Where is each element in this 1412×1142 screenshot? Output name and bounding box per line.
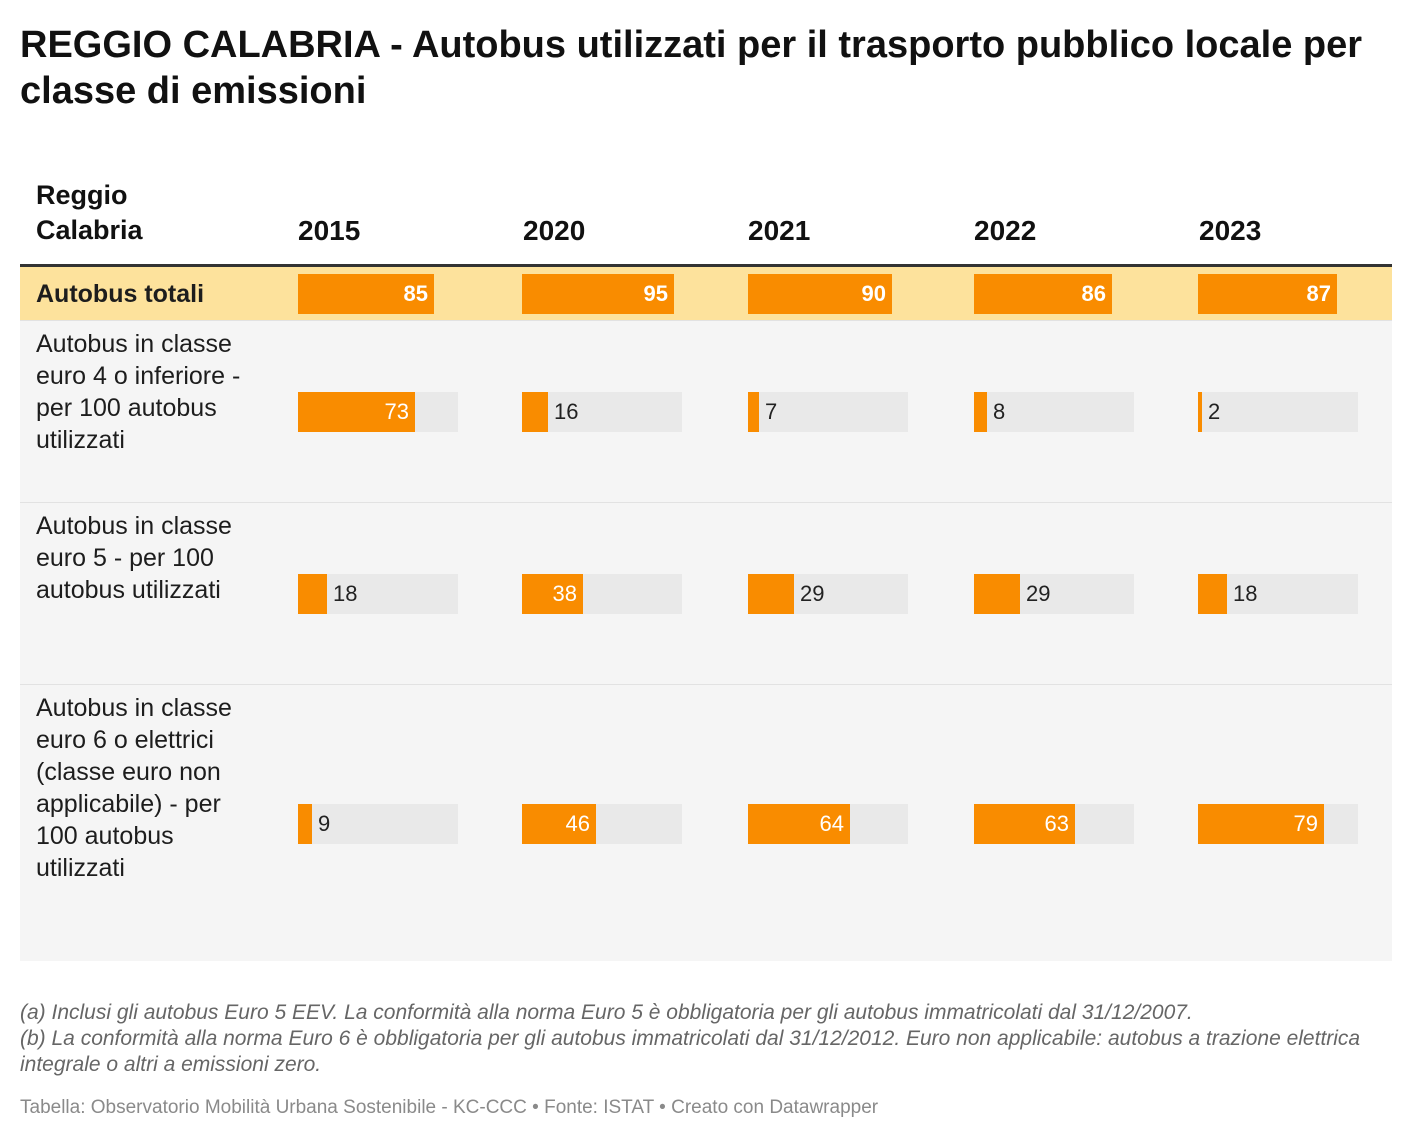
bar-cell-2023: 79: [1198, 804, 1358, 844]
bar-value-label: 16: [554, 399, 579, 424]
chart-title: REGGIO CALABRIA - Autobus utilizzati per…: [20, 24, 1363, 112]
bar-value-label: 2: [1208, 399, 1221, 424]
header-rule: [20, 264, 1392, 267]
bar-value-label: 85: [403, 281, 428, 306]
row-label: Autobus totali: [36, 280, 205, 308]
footnotes: (a) Inclusi gli autobus Euro 5 EEV. La c…: [20, 1000, 1390, 1078]
table-header: Reggio Calabria 2015 2020 2021 2022 2023: [20, 172, 1392, 264]
bar-cell-2020: 16: [522, 392, 682, 432]
bar-cell-2021: 90: [748, 274, 908, 314]
bar-mark: [1198, 392, 1202, 432]
bar-cell-2015: 18: [298, 574, 458, 614]
bar-value-label: 18: [333, 581, 358, 606]
bar-mark: [1198, 574, 1227, 614]
bar-value-label: 63: [1044, 811, 1069, 836]
table-row-autobus-totali: Autobus totali 85 95 90 86 87: [20, 267, 1392, 320]
bar-cell-2015: 73: [298, 392, 458, 432]
data-table: Reggio Calabria 2015 2020 2021 2022 2023…: [20, 172, 1392, 961]
bar-cell-2022: 86: [974, 274, 1134, 314]
bar-value-label: 18: [1233, 581, 1258, 606]
bar-mark: [748, 274, 892, 314]
bar-mark: [974, 392, 987, 432]
bar-value-label: 95: [643, 281, 668, 306]
bar-mark: [974, 574, 1020, 614]
footnote-b: (b) La conformità alla norma Euro 6 è ob…: [20, 1027, 1361, 1076]
column-header-2020[interactable]: 2020: [523, 215, 586, 246]
bar-value-label: 46: [565, 811, 590, 836]
bar-value-label: 9: [318, 811, 331, 836]
bar-value-label: 38: [552, 581, 577, 606]
column-header-2023[interactable]: 2023: [1199, 215, 1262, 246]
row-label: Autobus in classe euro 6 o elettrici (cl…: [36, 694, 232, 882]
bar-cell-2023: 2: [1198, 392, 1358, 432]
bar-value-label: 90: [861, 281, 886, 306]
bar-value-label: 29: [800, 581, 825, 606]
bar-mark: [522, 274, 674, 314]
table-row-euro6: Autobus in classe euro 6 o elettrici (cl…: [20, 684, 1392, 961]
row-label: Autobus in classe euro 4 o inferiore - p…: [36, 330, 241, 454]
table-row-euro4: Autobus in classe euro 4 o inferiore - p…: [20, 320, 1392, 502]
bar-mark: [1198, 804, 1324, 844]
bar-mark: [522, 574, 583, 614]
bar-value-label: 29: [1026, 581, 1051, 606]
bar-value-label: 7: [765, 399, 778, 424]
bar-value-label: 73: [384, 399, 409, 424]
bar-mark: [974, 274, 1112, 314]
source-footer: Tabella: Observatorio Mobilità Urbana So…: [20, 1097, 879, 1118]
row-label: Autobus in classe euro 5 - per 100 autob…: [36, 512, 232, 604]
bar-value-label: 86: [1081, 281, 1106, 306]
bar-cell-2022: 63: [974, 804, 1134, 844]
footnote-a: (a) Inclusi gli autobus Euro 5 EEV. La c…: [20, 1001, 1193, 1024]
bar-cell-2015: 85: [298, 274, 458, 314]
bar-mark: [748, 574, 794, 614]
bar-cell-2020: 95: [522, 274, 682, 314]
bar-mark: [298, 274, 434, 314]
bar-cell-2020: 38: [522, 574, 682, 614]
bar-mark: [748, 804, 850, 844]
bar-value-label: 87: [1306, 281, 1331, 306]
column-header-2015[interactable]: 2015: [298, 215, 361, 246]
bar-value-label: 8: [993, 399, 1006, 424]
bar-mark: [298, 574, 327, 614]
column-header-2022[interactable]: 2022: [974, 215, 1037, 246]
stub-header: Reggio Calabria: [36, 180, 143, 245]
bar-cell-2021: 29: [748, 574, 908, 614]
bar-cell-2021: 7: [748, 392, 908, 432]
bar-cell-2015: 9: [298, 804, 458, 844]
column-header-2021[interactable]: 2021: [748, 215, 811, 246]
bar-cell-2021: 64: [748, 804, 908, 844]
bar-mark: [1198, 274, 1337, 314]
bar-mark: [522, 804, 596, 844]
bar-cell-2023: 87: [1198, 274, 1358, 314]
bar-value-label: 79: [1293, 811, 1318, 836]
bar-cell-2022: 8: [974, 392, 1134, 432]
bar-mark: [298, 392, 415, 432]
bar-mark: [522, 392, 548, 432]
bar-mark: [298, 804, 312, 844]
table-row-euro5: Autobus in classe euro 5 - per 100 autob…: [20, 502, 1392, 684]
bar-cell-2022: 29: [974, 574, 1134, 614]
bar-mark: [748, 392, 759, 432]
bar-cell-2023: 18: [1198, 574, 1358, 614]
bar-value-label: 64: [819, 811, 844, 836]
bar-mark: [974, 804, 1075, 844]
bar-cell-2020: 46: [522, 804, 682, 844]
